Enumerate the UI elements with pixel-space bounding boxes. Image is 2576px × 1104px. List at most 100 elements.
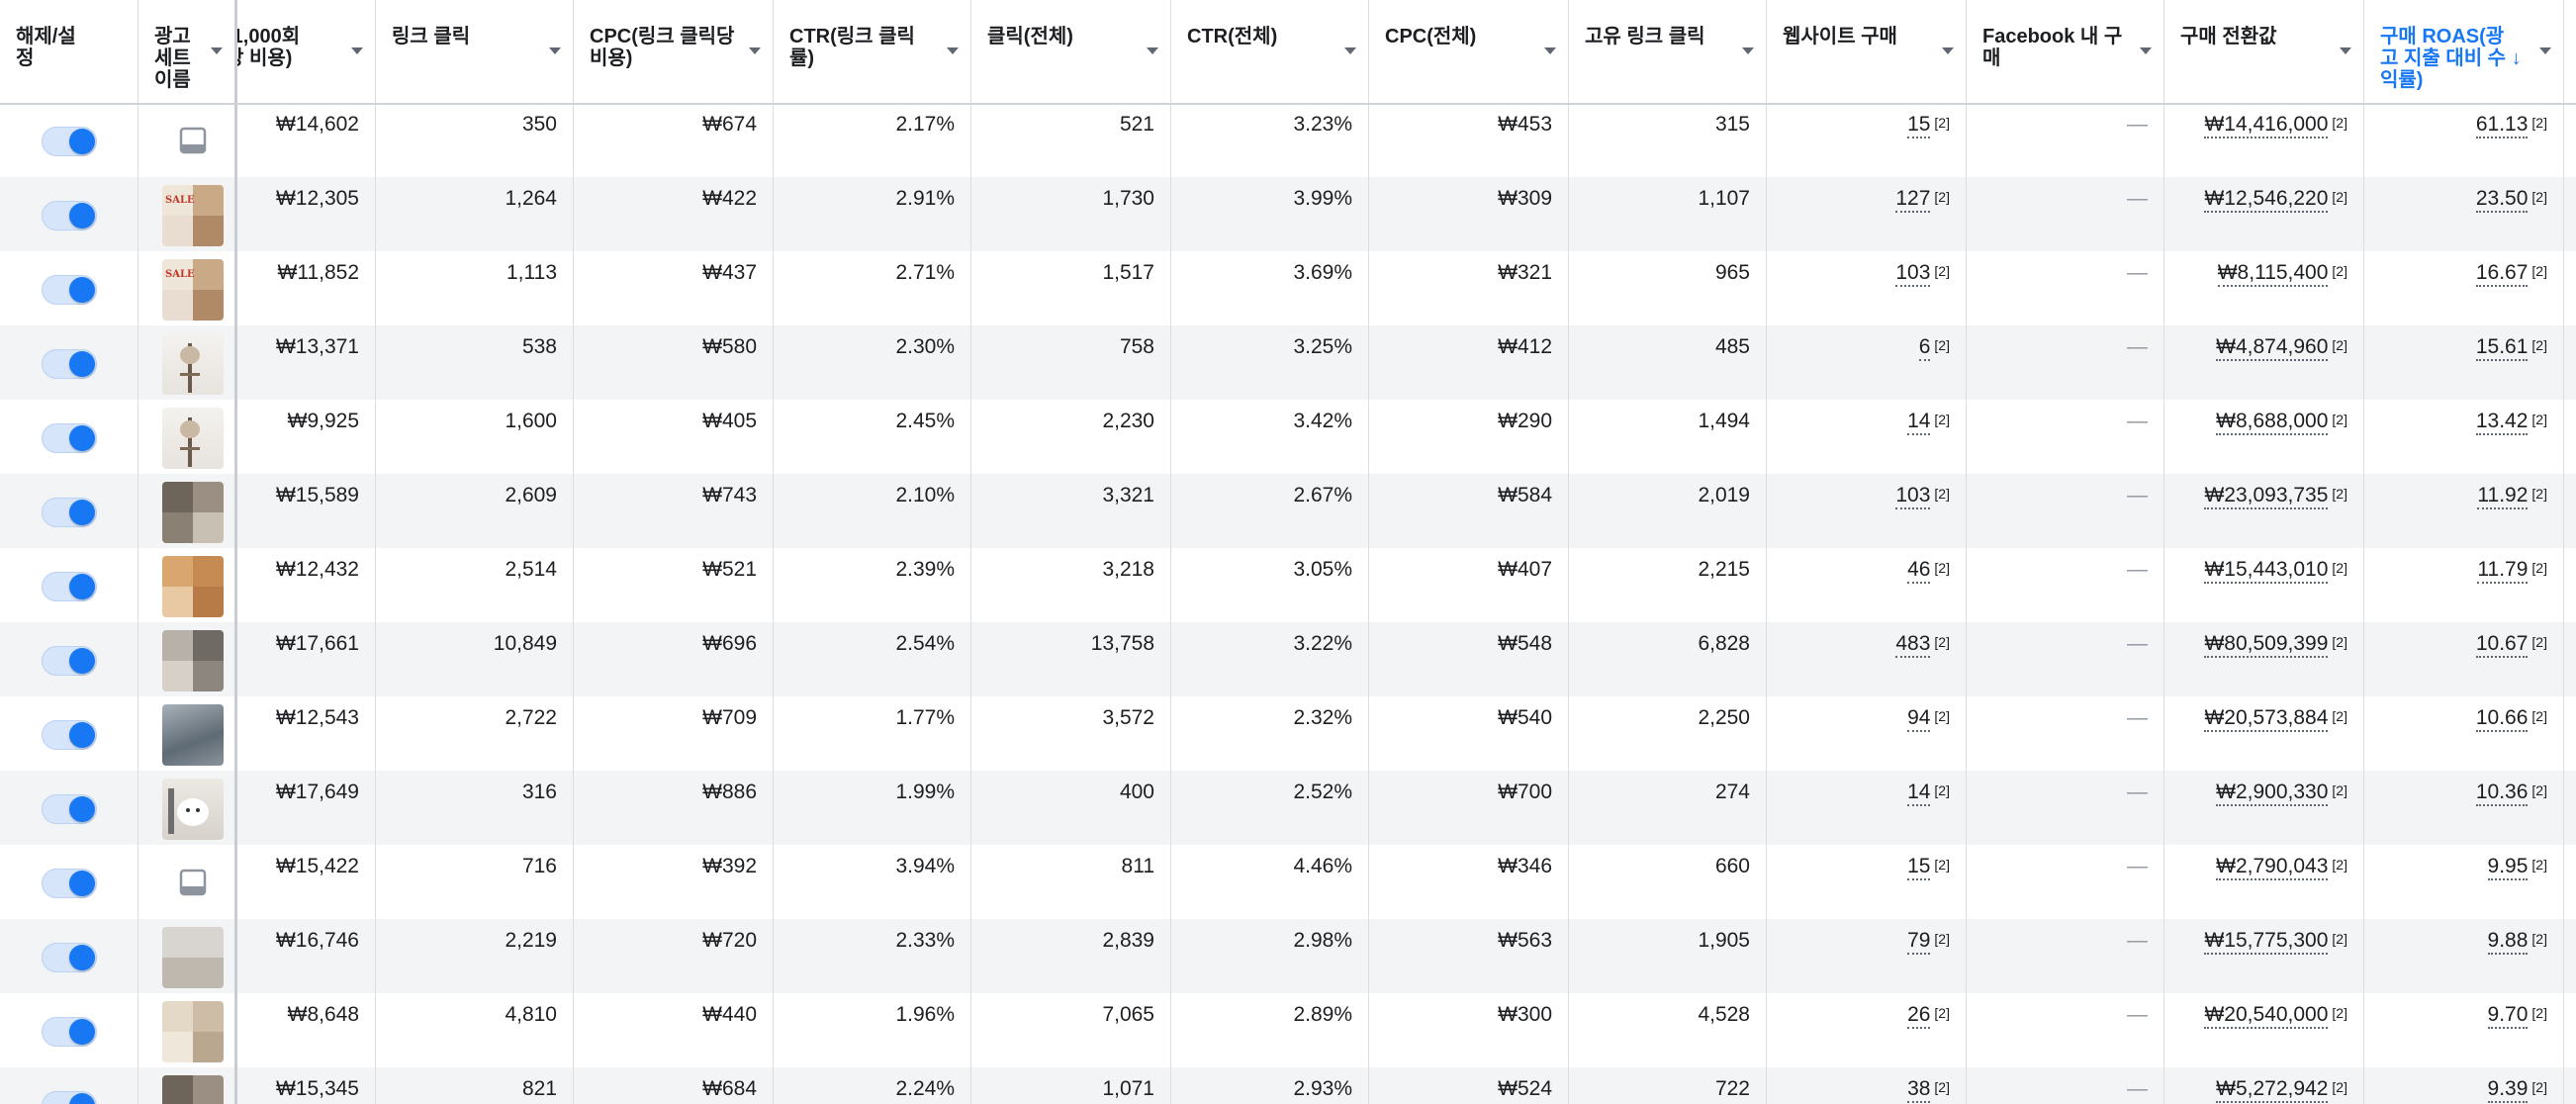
table-row[interactable]: ₩15,422 716 ₩392 3.94% 811 4.46% ₩346 660 15 [2] —… (0, 845, 2576, 919)
sort-caret-icon[interactable] (351, 47, 363, 54)
roas-value[interactable]: 16.67 (2475, 261, 2529, 287)
web-purchases-value[interactable]: 483 (1895, 632, 1931, 658)
table-row[interactable]: ₩16,746 2,219 ₩720 2.33% 2,839 2.98% ₩563 1,905… (0, 919, 2576, 993)
col-purchase-value-header[interactable]: 구매 전환값 (2164, 0, 2364, 103)
footnote-marker[interactable]: [2] (1934, 708, 1950, 724)
footnote-marker[interactable]: [2] (2531, 857, 2547, 873)
adset-name-cell[interactable] (138, 696, 237, 771)
roas-value[interactable]: 10.67 (2475, 632, 2529, 658)
col-toggle-header[interactable]: 해제/설 정 (0, 0, 138, 103)
roas-value[interactable]: 15.61 (2475, 335, 2529, 361)
purchase-value-value[interactable]: ₩20,573,884 (2204, 706, 2329, 732)
purchase-value-value[interactable]: ₩80,509,399 (2204, 632, 2329, 658)
roas-value[interactable]: 13.42 (2475, 410, 2529, 435)
col-link-clicks-header[interactable]: 링크 클릭 (376, 0, 574, 103)
table-row[interactable]: ₩12,432 2,514 ₩521 2.39% 3,218 3.05% ₩407 2,215… (0, 548, 2576, 622)
roas-value[interactable]: 10.66 (2475, 706, 2529, 732)
purchase-value-value[interactable]: ₩14,416,000 (2204, 113, 2329, 138)
footnote-marker[interactable]: [2] (1934, 560, 1950, 576)
table-row[interactable]: ₩15,589 2,609 ₩743 2.10% 3,321 2.67% ₩584 2,019… (0, 474, 2576, 548)
web-purchases-value[interactable]: 6 (1918, 335, 1931, 361)
adset-name-cell[interactable] (138, 103, 237, 177)
sort-caret-icon[interactable] (2539, 47, 2551, 54)
table-row[interactable]: SALE ₩12,305 1,264 ₩422 2.91% 1,730 3.99% ₩309 1… (0, 177, 2576, 251)
adset-name-cell[interactable] (138, 400, 237, 474)
sort-caret-icon[interactable] (1344, 47, 1356, 54)
adset-on-off-toggle[interactable] (42, 275, 97, 305)
adset-on-off-toggle[interactable] (42, 1017, 97, 1047)
col-adset-name-header[interactable]: 광고 세트 이름 (138, 0, 237, 103)
web-purchases-value[interactable]: 15 (1907, 113, 1931, 138)
adset-name-cell[interactable]: SALE (138, 251, 237, 325)
adset-on-off-toggle[interactable] (42, 794, 97, 824)
footnote-marker[interactable]: [2] (1934, 115, 1950, 131)
roas-value[interactable]: 9.95 (2487, 855, 2529, 880)
col-ctr-all-header[interactable]: CTR(전체) (1171, 0, 1369, 103)
table-row[interactable]: SALE ₩11,852 1,113 ₩437 2.71% 1,517 3.69% ₩321 9… (0, 251, 2576, 325)
adset-on-off-toggle[interactable] (42, 646, 97, 676)
adset-on-off-toggle[interactable] (42, 349, 97, 379)
footnote-marker[interactable]: [2] (2332, 263, 2347, 279)
adset-on-off-toggle[interactable] (42, 869, 97, 898)
col-ctr-link-header[interactable]: CTR(링크 클릭 률) (774, 0, 971, 103)
adset-name-cell[interactable] (138, 919, 237, 993)
adset-name-cell[interactable] (138, 325, 237, 400)
sort-caret-icon[interactable] (549, 47, 561, 54)
web-purchases-value[interactable]: 103 (1895, 484, 1931, 509)
footnote-marker[interactable]: [2] (1934, 1005, 1950, 1021)
table-row[interactable]: ₩15,345 821 ₩684 2.24% 1,071 2.93% ₩524 722 38 [2… (0, 1067, 2576, 1104)
sort-caret-icon[interactable] (749, 47, 761, 54)
web-purchases-value[interactable]: 26 (1907, 1003, 1931, 1029)
col-cpc-all-header[interactable]: CPC(전체) (1369, 0, 1569, 103)
footnote-marker[interactable]: [2] (2531, 931, 2547, 947)
purchase-value-value[interactable]: ₩15,443,010 (2204, 558, 2329, 584)
col-roas-header[interactable]: 구매 ROAS(광 고 지출 대비 수 ↓ 익률) (2364, 0, 2564, 103)
footnote-marker[interactable]: [2] (2332, 634, 2347, 650)
footnote-marker[interactable]: [2] (2531, 189, 2547, 205)
purchase-value-value[interactable]: ₩12,546,220 (2204, 187, 2329, 213)
table-row[interactable]: ₩12,543 2,722 ₩709 1.77% 3,572 2.32% ₩540 2,250… (0, 696, 2576, 771)
footnote-marker[interactable]: [2] (2332, 782, 2347, 798)
table-row[interactable]: ₩17,661 10,849 ₩696 2.54% 13,758 3.22% ₩548 6,8… (0, 622, 2576, 696)
web-purchases-value[interactable]: 103 (1895, 261, 1931, 287)
footnote-marker[interactable]: [2] (2531, 337, 2547, 353)
adset-on-off-toggle[interactable] (42, 498, 97, 527)
footnote-marker[interactable]: [2] (2332, 1005, 2347, 1021)
purchase-value-value[interactable]: ₩5,272,942 (2216, 1077, 2329, 1103)
footnote-marker[interactable]: [2] (2332, 115, 2347, 131)
roas-value[interactable]: 10.36 (2475, 781, 2529, 806)
sort-caret-icon[interactable] (2140, 47, 2152, 54)
adset-name-cell[interactable] (138, 1067, 237, 1104)
roas-value[interactable]: 9.88 (2487, 929, 2529, 955)
footnote-marker[interactable]: [2] (2531, 412, 2547, 427)
web-purchases-value[interactable]: 15 (1907, 855, 1931, 880)
footnote-marker[interactable]: [2] (2531, 782, 2547, 798)
col-clicks-all-header[interactable]: 클릭(전체) (971, 0, 1171, 103)
footnote-marker[interactable]: [2] (2531, 263, 2547, 279)
footnote-marker[interactable]: [2] (2332, 486, 2347, 502)
sort-caret-icon[interactable] (1544, 47, 1556, 54)
web-purchases-value[interactable]: 94 (1907, 706, 1931, 732)
purchase-value-value[interactable]: ₩8,115,400 (2217, 261, 2329, 287)
footnote-marker[interactable]: [2] (2332, 708, 2347, 724)
footnote-marker[interactable]: [2] (1934, 189, 1950, 205)
footnote-marker[interactable]: [2] (1934, 782, 1950, 798)
footnote-marker[interactable]: [2] (2332, 560, 2347, 576)
adset-on-off-toggle[interactable] (42, 127, 97, 156)
footnote-marker[interactable]: [2] (1934, 263, 1950, 279)
table-row[interactable]: ₩14,602 350 ₩674 2.17% 521 3.23% ₩453 315 15 [2] —… (0, 103, 2576, 177)
web-purchases-value[interactable]: 14 (1907, 410, 1931, 435)
adset-name-cell[interactable] (138, 771, 237, 845)
footnote-marker[interactable]: [2] (1934, 412, 1950, 427)
adset-name-cell[interactable] (138, 474, 237, 548)
purchase-value-value[interactable]: ₩2,790,043 (2216, 855, 2329, 880)
sort-caret-icon[interactable] (211, 47, 223, 54)
adset-on-off-toggle[interactable] (42, 423, 97, 453)
roas-value[interactable]: 9.39 (2487, 1077, 2529, 1103)
footnote-marker[interactable]: [2] (2531, 1005, 2547, 1021)
col-fb-purchases-header[interactable]: Facebook 내 구 매 (1967, 0, 2164, 103)
footnote-marker[interactable]: [2] (2332, 412, 2347, 427)
web-purchases-value[interactable]: 14 (1907, 781, 1931, 806)
sort-caret-icon[interactable] (947, 47, 959, 54)
footnote-marker[interactable]: [2] (2531, 1079, 2547, 1095)
